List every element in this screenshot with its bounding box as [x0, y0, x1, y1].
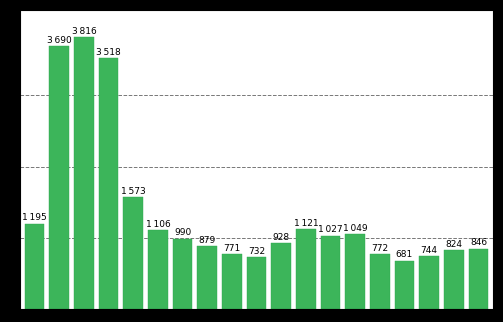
Bar	[25, 224, 44, 309]
Text: 3 816: 3 816	[71, 27, 96, 36]
Bar	[271, 243, 291, 309]
Bar	[148, 230, 168, 309]
Text: 1 121: 1 121	[294, 219, 318, 228]
Text: 771: 771	[223, 244, 240, 253]
Text: 3 518: 3 518	[96, 48, 121, 57]
Bar	[74, 37, 94, 309]
Bar	[99, 58, 118, 309]
Text: 1 195: 1 195	[22, 213, 47, 223]
Bar	[469, 249, 488, 309]
Bar	[320, 236, 341, 309]
Bar	[173, 239, 193, 309]
Text: 744: 744	[421, 246, 438, 255]
Bar	[123, 197, 143, 309]
Bar	[197, 246, 217, 309]
Text: 3 690: 3 690	[47, 36, 71, 45]
Bar	[370, 254, 390, 309]
Text: 1 573: 1 573	[121, 186, 146, 195]
Bar	[296, 229, 316, 309]
Bar	[444, 251, 464, 309]
Bar	[49, 46, 69, 309]
Text: 1 106: 1 106	[145, 220, 171, 229]
Bar	[420, 256, 439, 309]
Bar	[345, 234, 365, 309]
Text: 990: 990	[174, 228, 191, 237]
Text: 772: 772	[371, 244, 388, 253]
Text: 681: 681	[396, 250, 413, 259]
Bar	[222, 254, 242, 309]
Bar	[395, 260, 414, 309]
Text: 824: 824	[445, 240, 462, 249]
Text: 1 049: 1 049	[343, 224, 368, 233]
Text: 846: 846	[470, 238, 487, 247]
Text: 928: 928	[273, 232, 290, 242]
Text: 879: 879	[199, 236, 216, 245]
Text: 732: 732	[248, 247, 265, 255]
Bar	[246, 257, 267, 309]
Text: 1 027: 1 027	[318, 225, 343, 234]
